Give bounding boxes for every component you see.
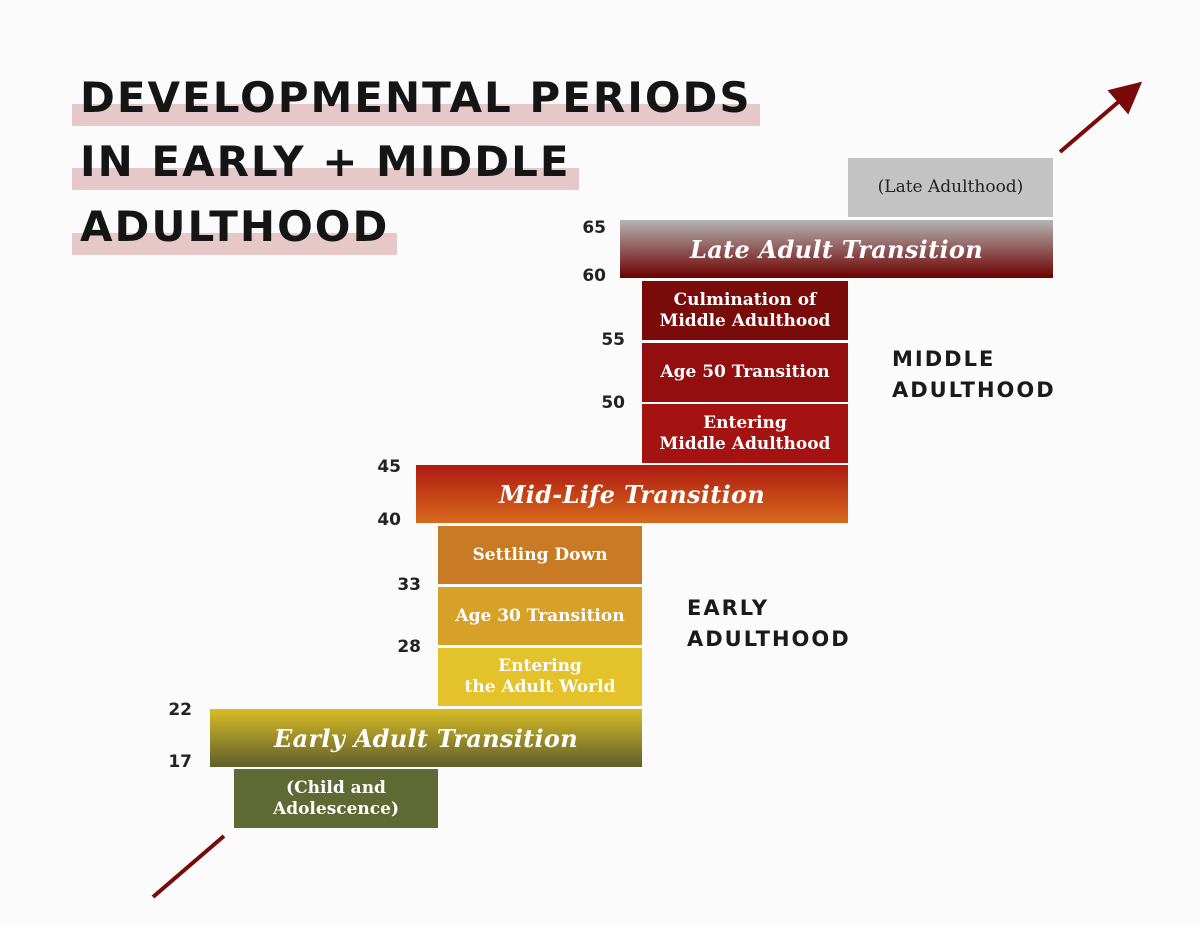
title-line-3: ADULTHOOD [71,202,398,255]
entering-middle-block: Entering Middle Adulthood [642,404,848,463]
mid-life-transition-block: Mid-Life Transition [416,465,848,523]
title-line-2: IN EARLY + MIDDLE [72,137,579,190]
age-55: 55 [601,330,625,350]
child-adolescence-block: (Child and Adolescence) [234,769,438,828]
early-adulthood-label: EARLY ADULTHOOD [687,596,851,651]
early-adult-transition-block: Early Adult Transition [210,709,642,767]
top-arrow [1058,81,1143,154]
culmination-block: Culmination of Middle Adulthood [642,281,848,340]
age-50-transition-block: Age 50 Transition [642,343,848,402]
settling-down-block: Settling Down [438,526,642,584]
age-65: 65 [582,218,606,238]
age-40: 40 [377,510,401,530]
middle-adulthood-label: MIDDLE ADULTHOOD [892,347,1056,402]
age-28: 28 [397,637,421,657]
late-adult-transition-block: Late Adult Transition [620,220,1053,278]
title-line-1: DEVELOPMENTAL PERIODS [72,73,760,126]
bottom-arrow-line [151,834,226,899]
age-33: 33 [397,575,421,595]
late-adulthood-block: (Late Adulthood) [848,158,1053,217]
entering-adult-world-block: Entering the Adult World [438,648,642,706]
age-22: 22 [168,700,192,720]
age-60: 60 [582,266,606,286]
age-17: 17 [168,752,192,772]
age-30-transition-block: Age 30 Transition [438,587,642,645]
age-50: 50 [601,393,625,413]
age-45: 45 [377,457,401,477]
